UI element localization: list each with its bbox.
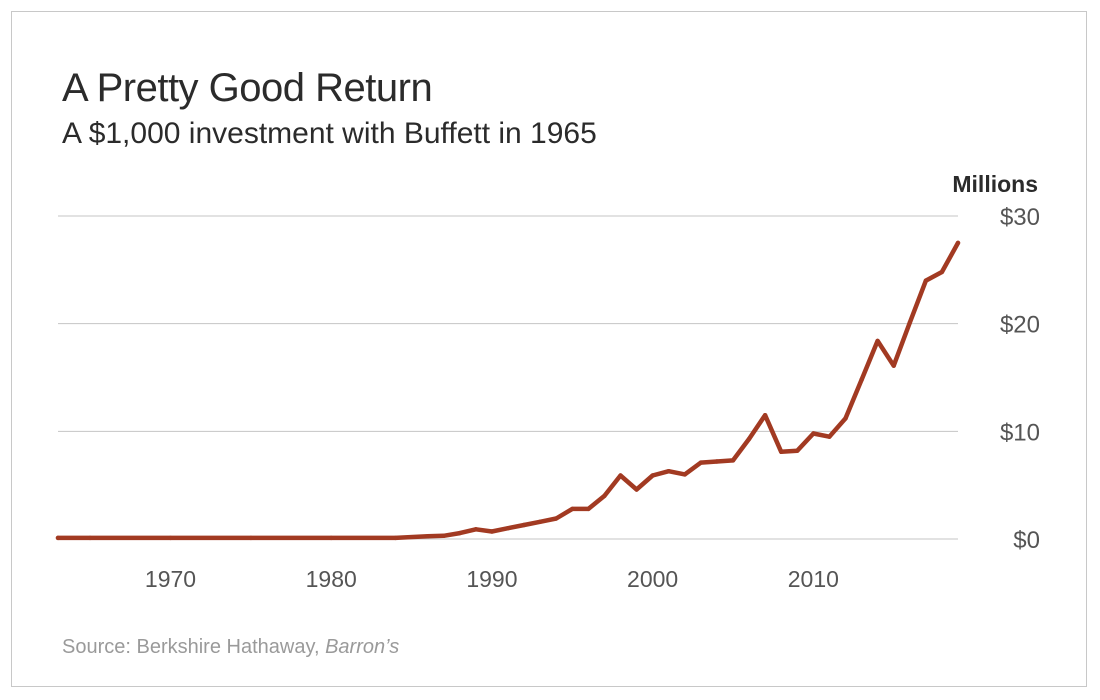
data-point-0-16 — [586, 506, 591, 512]
data-point-0-7 — [441, 533, 446, 538]
data-point-0-32 — [843, 416, 848, 421]
data-point-0-20 — [650, 473, 655, 478]
data-point-0-31 — [827, 434, 832, 439]
series-line-0 — [55, 240, 961, 541]
chart-subtitle: A $1,000 investment with Buffett in 1965 — [62, 117, 597, 150]
data-point-0-14 — [554, 516, 559, 521]
data-point-0-29 — [795, 448, 800, 453]
data-point-0-5 — [393, 535, 398, 541]
data-point-0-38 — [939, 269, 945, 275]
data-point-0-13 — [537, 519, 543, 524]
data-point-0-12 — [521, 522, 527, 528]
data-point-0-28 — [779, 449, 784, 454]
data-point-0-0 — [55, 535, 61, 541]
chart-title: A Pretty Good Return — [62, 66, 433, 110]
data-point-0-17 — [602, 493, 607, 499]
y-tick-label-2: $20 — [1000, 312, 1040, 339]
data-point-0-9 — [473, 527, 479, 532]
data-point-0-39 — [955, 240, 961, 246]
data-point-0-30 — [811, 431, 816, 436]
y-tick-label-3: $30 — [1000, 204, 1040, 231]
data-point-0-15 — [570, 506, 575, 512]
data-point-0-19 — [634, 487, 639, 492]
gridlines — [58, 215, 958, 540]
data-point-0-27 — [762, 413, 768, 418]
data-point-0-37 — [923, 278, 929, 283]
data-point-0-22 — [682, 472, 687, 477]
data-point-0-1 — [87, 535, 93, 541]
data-point-0-21 — [666, 469, 671, 474]
x-tick-label-1: 1980 — [306, 566, 357, 592]
chart-frame — [11, 11, 1087, 687]
x-tick-label-0: 1970 — [145, 566, 196, 592]
y-tick-label-0: $0 — [1013, 527, 1040, 554]
data-point-0-18 — [618, 473, 623, 478]
y-tick-label-1: $10 — [1000, 419, 1040, 446]
data-point-0-35 — [891, 363, 896, 368]
source-publication: Barron’s — [325, 636, 400, 658]
data-point-0-33 — [859, 377, 864, 382]
data-point-0-26 — [746, 436, 752, 442]
data-point-0-2 — [168, 535, 173, 541]
data-point-0-3 — [248, 535, 254, 541]
data-point-0-8 — [457, 530, 462, 536]
data-point-0-6 — [425, 534, 430, 539]
data-point-0-10 — [489, 529, 495, 534]
x-tick-label-2: 1990 — [466, 566, 517, 592]
x-tick-label-4: 2010 — [788, 566, 839, 592]
data-point-0-11 — [505, 526, 511, 531]
y-axis-units-label: Millions — [952, 171, 1038, 197]
series-layer — [55, 240, 961, 541]
data-point-0-4 — [329, 535, 334, 541]
data-point-0-36 — [907, 320, 912, 325]
data-point-0-25 — [730, 458, 736, 463]
data-point-0-34 — [875, 338, 880, 344]
source-prefix: Source: Berkshire Hathaway, — [62, 636, 326, 658]
y-axis-ticks: $0 $10 $20 $30 — [1000, 204, 1040, 554]
x-axis-ticks: 1970 1980 1990 2000 2010 — [145, 566, 839, 592]
x-tick-label-3: 2000 — [627, 566, 678, 592]
data-point-0-24 — [714, 459, 720, 464]
source-note: Source: Berkshire Hathaway, Barron’s — [62, 636, 399, 659]
data-point-0-23 — [698, 460, 704, 465]
